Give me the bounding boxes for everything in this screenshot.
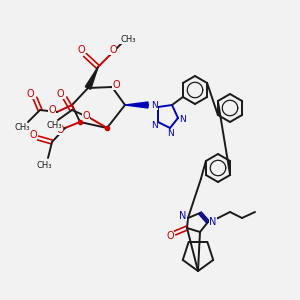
- Text: N: N: [149, 102, 157, 112]
- Text: O: O: [48, 105, 56, 115]
- Text: O: O: [29, 130, 37, 140]
- Text: N: N: [180, 116, 186, 124]
- Text: CH₃: CH₃: [36, 160, 52, 169]
- Text: CH₃: CH₃: [46, 122, 62, 130]
- Text: N: N: [151, 122, 158, 130]
- Text: O: O: [166, 231, 174, 241]
- Text: CH₃: CH₃: [120, 34, 136, 43]
- Text: N: N: [179, 211, 187, 221]
- Text: O: O: [77, 45, 85, 55]
- Text: O: O: [56, 89, 64, 99]
- Text: O: O: [56, 125, 64, 135]
- Text: O: O: [82, 111, 90, 121]
- Text: CH₃: CH₃: [14, 124, 30, 133]
- Text: O: O: [112, 80, 120, 90]
- Polygon shape: [85, 67, 98, 89]
- Text: N: N: [209, 217, 217, 227]
- Text: O: O: [26, 89, 34, 99]
- Text: O: O: [109, 45, 117, 55]
- Text: N: N: [151, 100, 158, 109]
- Text: N: N: [168, 130, 174, 139]
- Polygon shape: [125, 102, 148, 108]
